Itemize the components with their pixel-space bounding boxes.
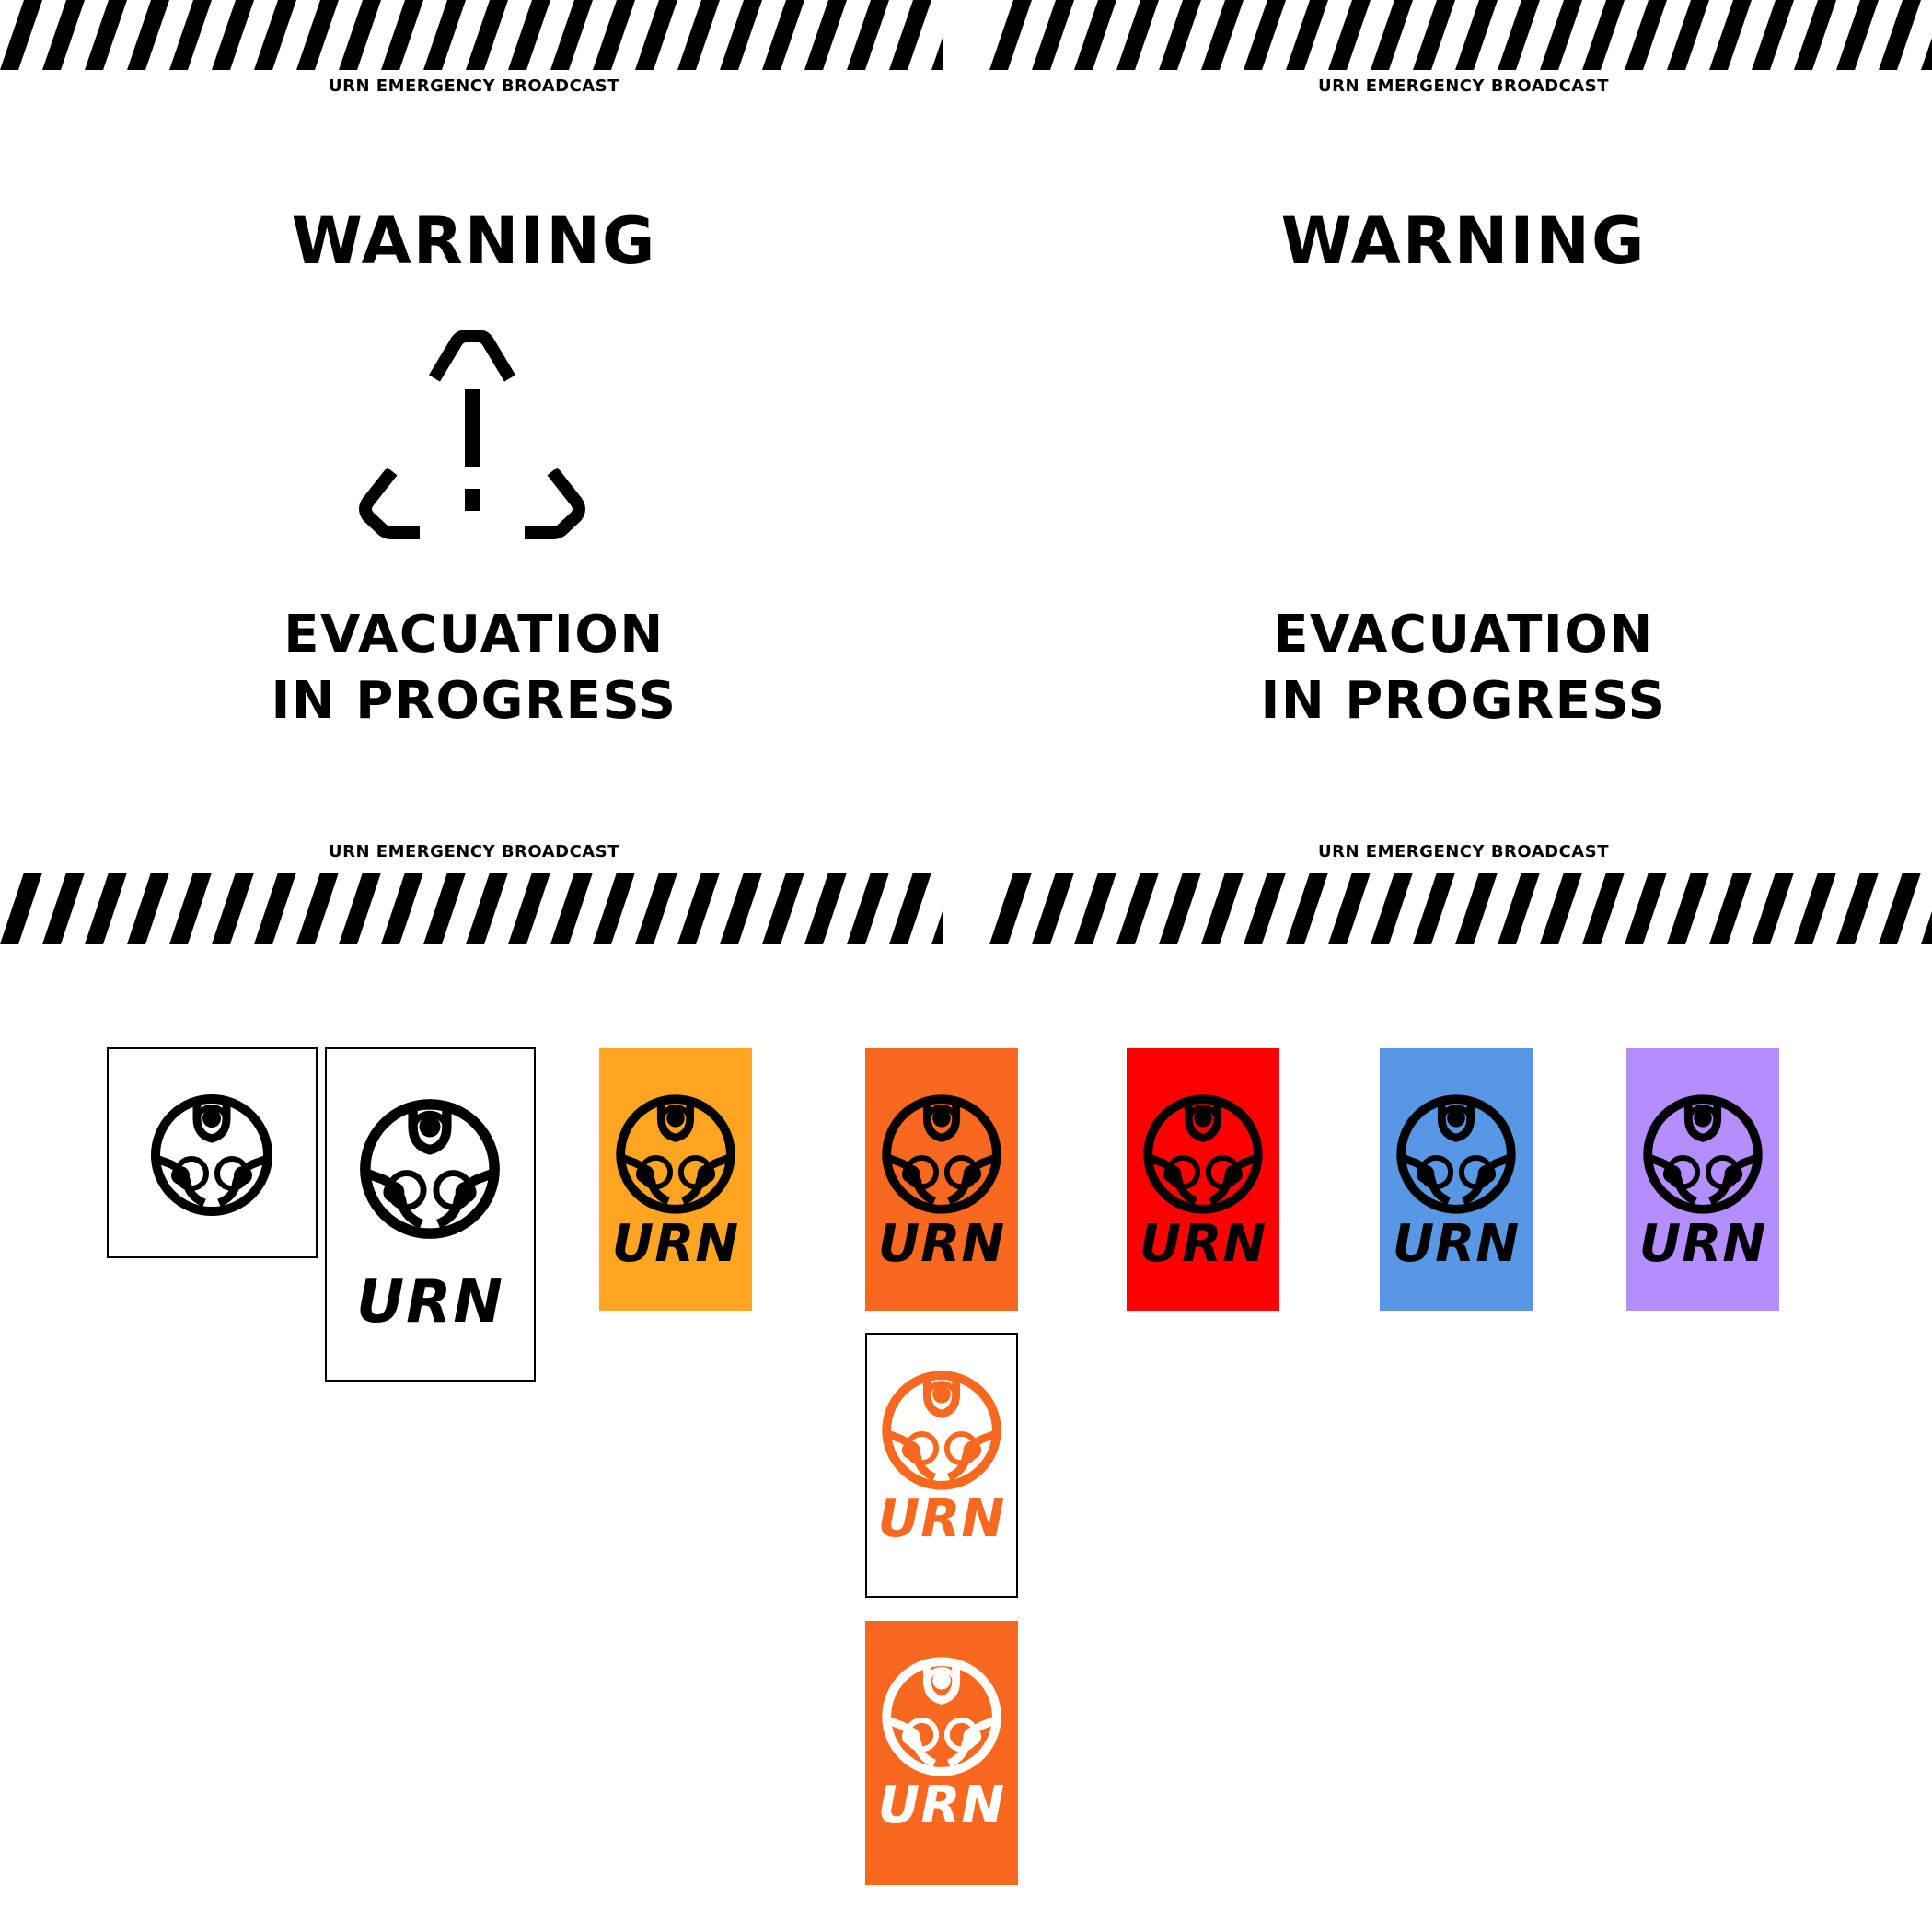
warning-triangle-icon [359,330,585,539]
evacuation-message: EVACUATION IN PROGRESS [3,602,945,735]
urn-triskele-logo-icon [1626,1048,1779,1232]
urn-triskele-logo-icon [865,1048,1018,1232]
logo-card-emblem-outline [107,1047,318,1258]
logo-card-yellow-orange: URN [599,1048,752,1311]
urn-triskele-logo-icon [1127,1048,1279,1232]
message-line-1: EVACUATION [1273,605,1654,665]
broadcast-label-bottom: URN EMERGENCY BROADCAST [329,842,619,862]
message-line-1: EVACUATION [283,605,665,665]
warning-heading: WARNING [1280,203,1647,279]
warning-heading: WARNING [291,203,657,279]
urn-wordmark: URN [877,1214,1006,1274]
message-line-2: IN PROGRESS [271,671,677,731]
broadcast-label-top: URN EMERGENCY BROADCAST [1318,76,1609,96]
hazard-stripes-top-left [0,0,943,70]
logo-card-blue: URN [1380,1048,1533,1311]
logo-card-purple: URN [1626,1048,1779,1311]
hazard-stripes-bottom-left [0,873,943,944]
urn-wordmark: URN [877,1776,1006,1835]
urn-triskele-logo-icon [109,1049,316,1256]
logo-card-orange-white: URN [865,1621,1018,1885]
logo-card-red: URN [1127,1048,1279,1311]
urn-triskele-logo-icon [1380,1048,1533,1232]
hazard-stripes-bottom-right [989,873,1932,944]
logo-card-white: URN [325,1047,536,1382]
evacuation-message: EVACUATION IN PROGRESS [992,602,1932,735]
logo-card-white-orange: URN [865,1333,1018,1598]
message-line-2: IN PROGRESS [1260,671,1667,731]
logo-card-orange: URN [865,1048,1018,1311]
urn-wordmark: URN [1392,1214,1521,1274]
urn-triskele-logo-icon [599,1048,752,1232]
hazard-stripes-top-right [989,0,1932,70]
broadcast-label-top: URN EMERGENCY BROADCAST [329,76,619,96]
urn-wordmark: URN [1139,1214,1267,1274]
urn-wordmark: URN [1638,1214,1767,1274]
urn-wordmark: URN [877,1489,1006,1549]
urn-wordmark: URN [356,1268,504,1336]
broadcast-label-bottom: URN EMERGENCY BROADCAST [1318,842,1609,862]
urn-wordmark: URN [611,1214,740,1274]
